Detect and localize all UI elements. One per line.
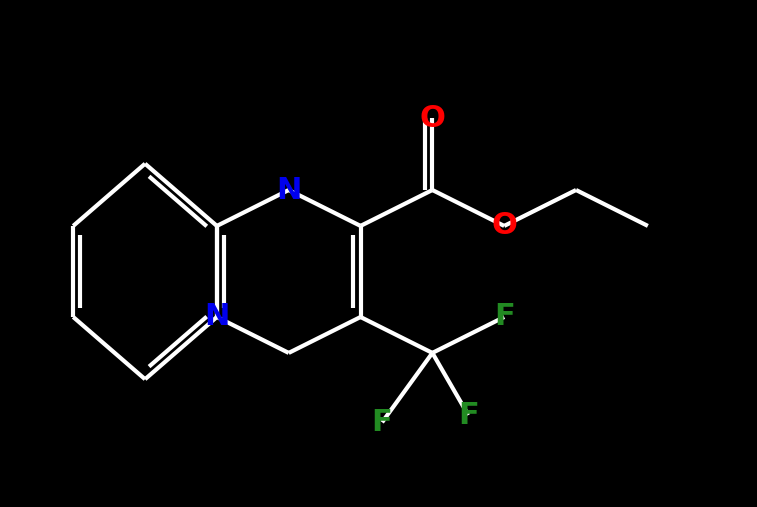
- Text: N: N: [276, 175, 301, 204]
- Text: N: N: [204, 303, 229, 332]
- Text: F: F: [494, 303, 515, 332]
- Text: F: F: [458, 401, 478, 429]
- Text: O: O: [419, 103, 445, 133]
- Text: F: F: [372, 408, 392, 437]
- Text: O: O: [491, 211, 517, 240]
